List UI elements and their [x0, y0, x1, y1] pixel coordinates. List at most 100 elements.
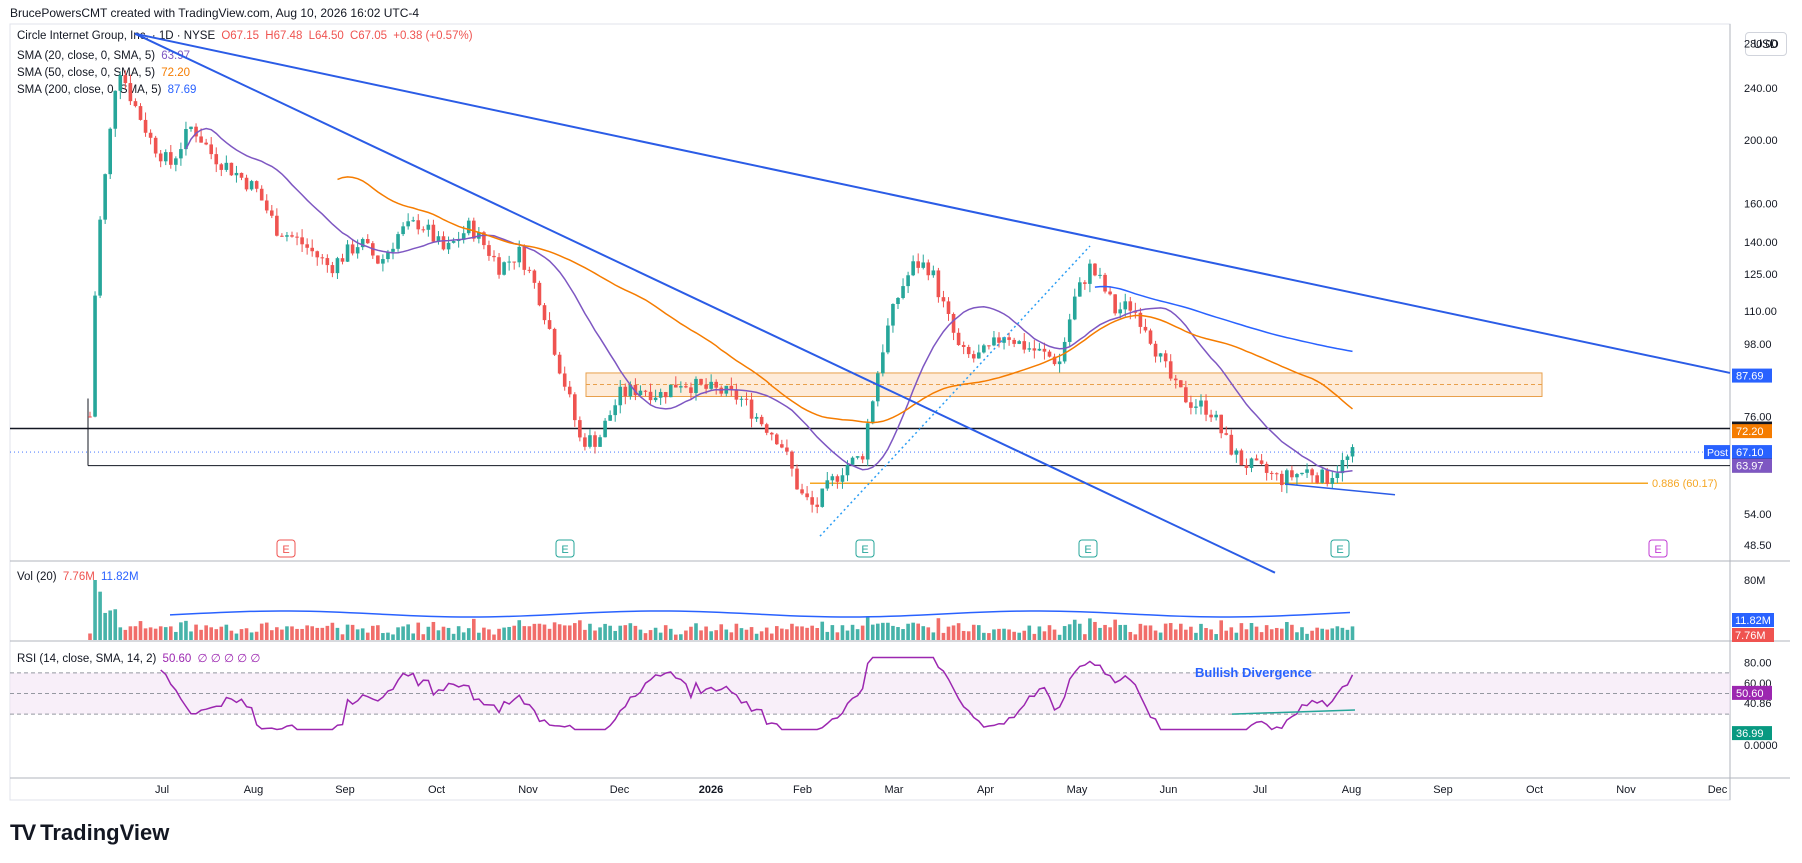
volume-bar — [249, 632, 254, 640]
candle-body — [320, 257, 325, 259]
candle-body — [1052, 356, 1057, 365]
earnings-marker-label: E — [1084, 544, 1091, 556]
volume-bar — [264, 622, 269, 640]
volume-bar — [1093, 621, 1097, 640]
earnings-marker — [276, 539, 296, 558]
volume-bar — [648, 630, 653, 640]
candle-body — [679, 386, 683, 388]
volume-bar — [1199, 623, 1203, 640]
price-label-box — [1732, 368, 1772, 383]
rsi-label: 36.99 — [1736, 728, 1764, 740]
candle-body — [573, 394, 577, 421]
volume-bar — [876, 623, 880, 640]
volume-bar — [224, 624, 229, 640]
price-axis-tick: 98.00 — [1744, 339, 1772, 351]
sma200-line — [1094, 285, 1353, 353]
volume-bar — [946, 626, 951, 640]
candle-body — [754, 416, 759, 419]
time-axis-label: Sep — [335, 784, 355, 796]
volume-bar — [1285, 621, 1289, 640]
legend-sma20[interactable]: SMA (20, close, 0, SMA, 5) 63.97 — [17, 50, 193, 62]
volume-bar — [229, 630, 234, 640]
volume-bar — [1067, 624, 1072, 640]
volume-bar — [1184, 629, 1188, 640]
legend-symbol-row: Circle Internet Group, Inc. · 1D · NYSE … — [17, 30, 476, 42]
candle-body — [709, 381, 713, 389]
time-axis-label: Oct — [1526, 784, 1543, 796]
candle-body — [805, 493, 809, 498]
candle-body — [118, 75, 123, 91]
candle-body — [153, 137, 158, 154]
candle-body — [275, 215, 279, 236]
volume-bar — [310, 626, 314, 640]
tradingview-brand[interactable]: TV TradingView — [10, 820, 169, 846]
post-label: Post — [1707, 447, 1728, 459]
candle-body — [870, 401, 875, 424]
candle-body — [88, 416, 92, 418]
candle-body — [426, 224, 431, 230]
volume-bar — [1133, 634, 1138, 640]
volume-bar — [704, 626, 708, 640]
candle-body — [810, 497, 814, 505]
price-axis-tick: 140.00 — [1744, 237, 1778, 249]
candle-body — [638, 390, 643, 396]
candle-body — [896, 297, 900, 304]
volume-bar — [1345, 629, 1350, 640]
candle-body — [204, 142, 208, 145]
volume-sma-line — [169, 610, 1351, 618]
volume-bar — [376, 625, 380, 640]
sma20-value: 63.97 — [161, 50, 191, 62]
volume-bar — [1173, 629, 1178, 640]
volume-bar — [906, 623, 910, 640]
volume-bar — [971, 624, 976, 640]
candle-body — [618, 386, 623, 406]
symbol-name[interactable]: Circle Internet Group, Inc. · 1D · NYSE — [17, 30, 216, 42]
legend-volume[interactable]: Vol (20) 7.76M 11.82M — [17, 571, 142, 583]
candle-body — [386, 251, 390, 260]
candle-body — [648, 391, 653, 401]
candle-body — [951, 313, 956, 333]
candle-body — [845, 464, 850, 476]
rsi-label-box — [1732, 726, 1772, 741]
volume-bar — [103, 612, 107, 640]
price-label-box — [1732, 458, 1772, 473]
candle-body — [1315, 475, 1319, 483]
candle-body — [214, 154, 219, 165]
volume-bar — [1239, 623, 1244, 640]
candle-body — [148, 132, 153, 138]
volume-bar — [477, 632, 481, 640]
volume-bar — [239, 629, 244, 640]
candle-body — [891, 303, 895, 326]
candle-body — [987, 345, 991, 347]
currency-selector[interactable]: USD — [1745, 32, 1787, 56]
candle-body — [1264, 463, 1269, 473]
candle-body — [244, 177, 249, 190]
candle-body — [1153, 343, 1158, 357]
volume-bar — [148, 627, 153, 640]
volume-bar — [487, 629, 491, 640]
candle-body — [259, 188, 264, 201]
candle-body — [507, 261, 511, 263]
volume-bar — [133, 626, 138, 640]
candle-body — [133, 101, 138, 107]
volume-bar — [709, 631, 713, 640]
candle-body — [790, 451, 794, 469]
candle-body — [1290, 470, 1294, 478]
volume-bar — [345, 624, 350, 640]
volume-bar — [315, 627, 320, 640]
rsi-label-box — [1732, 685, 1772, 700]
candle-body — [456, 239, 461, 242]
ohlc-open: O67.15 — [221, 30, 260, 42]
volume-bar — [391, 634, 395, 640]
candle-body — [668, 384, 673, 398]
candle-body — [376, 255, 380, 264]
candle-body — [1179, 380, 1183, 388]
volume-bar — [1078, 623, 1082, 640]
legend-rsi[interactable]: RSI (14, close, SMA, 14, 2) 50.60 ∅ ∅ ∅ … — [17, 651, 263, 665]
volume-bar — [719, 624, 724, 640]
candle-body — [926, 262, 931, 276]
candle-body — [1285, 470, 1289, 486]
volume-bar — [1113, 619, 1117, 640]
volume-bar — [1143, 625, 1148, 640]
